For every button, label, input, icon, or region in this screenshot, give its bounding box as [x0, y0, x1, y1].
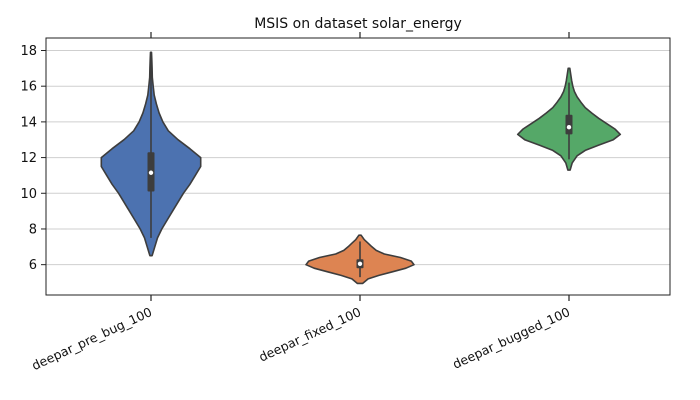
y-tick-label-6: 6 — [29, 258, 37, 273]
x-tick-label-0: deepar_pre_bug_100 — [29, 304, 154, 373]
y-tick-label-18: 18 — [20, 44, 37, 59]
violin-median-0 — [148, 170, 154, 175]
y-tick-label-10: 10 — [20, 187, 37, 202]
x-tick-label-1: deepar_fixed_100 — [256, 304, 363, 364]
violin-iqr-box-2 — [565, 114, 573, 135]
chart-title: MSIS on dataset solar_energy — [254, 16, 462, 32]
violin-median-2 — [566, 125, 572, 130]
axes: 6 8 10 12 14 16 18 deepar_pre_bug_100 deepar_fix… — [20, 32, 572, 373]
y-tick-label-8: 8 — [29, 222, 37, 237]
violin-median-1 — [357, 261, 363, 266]
plot-frame — [45, 37, 671, 296]
y-tick-label-16: 16 — [20, 80, 37, 95]
y-tick-label-14: 14 — [20, 115, 37, 130]
x-tick-label-2: deepar_bugged_100 — [450, 304, 572, 372]
violins — [100, 51, 622, 285]
y-tick-label-12: 12 — [20, 151, 37, 166]
